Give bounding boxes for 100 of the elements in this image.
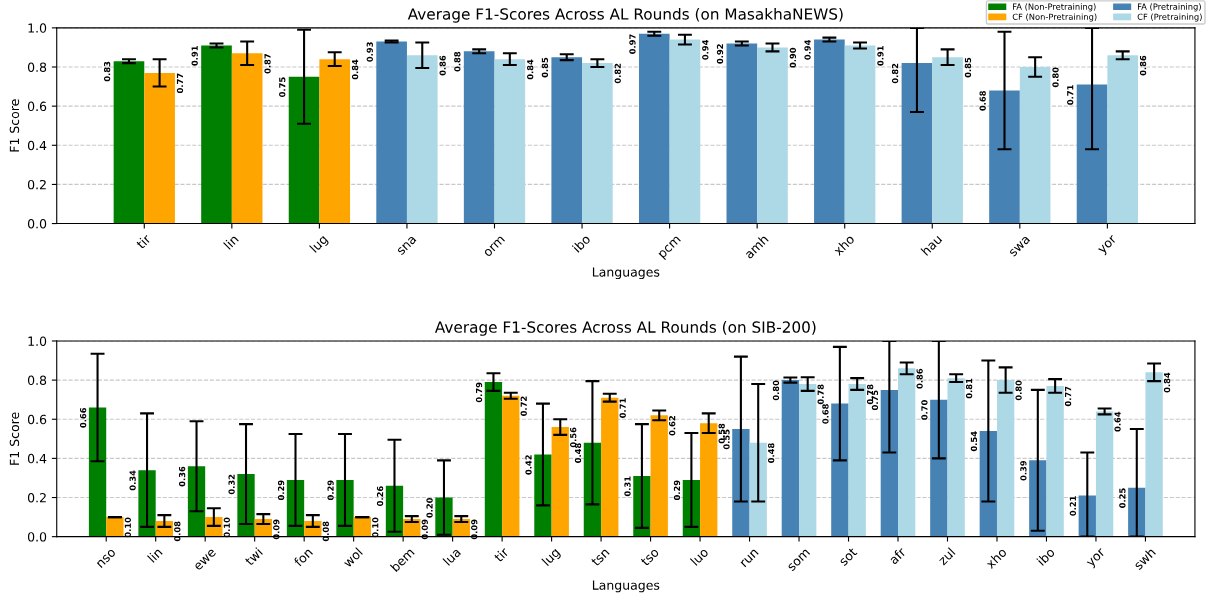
data-label: 0.26 bbox=[376, 486, 384, 506]
x-axis-title: Languages bbox=[592, 580, 660, 593]
data-label: 0.62 bbox=[669, 416, 676, 436]
data-label: 0.84 bbox=[351, 59, 359, 80]
data-label: 0.29 bbox=[277, 480, 285, 501]
bar bbox=[1145, 372, 1163, 537]
y-tick-label: 0.6 bbox=[27, 101, 47, 112]
bar bbox=[376, 41, 407, 224]
data-label: 0.86 bbox=[439, 55, 446, 76]
x-tick-label: run bbox=[740, 548, 759, 568]
y-tick-label: 1.0 bbox=[28, 336, 47, 346]
bar bbox=[781, 380, 800, 537]
bar bbox=[844, 45, 876, 224]
bar bbox=[669, 39, 701, 224]
data-label: 0.75 bbox=[279, 77, 286, 97]
bar bbox=[231, 53, 263, 224]
legend-label: CF (Pretraining) bbox=[1137, 13, 1202, 22]
bar bbox=[732, 429, 750, 537]
bar bbox=[551, 427, 569, 537]
y-tick-label: 0.0 bbox=[27, 219, 47, 229]
data-label: 0.71 bbox=[1067, 85, 1074, 105]
x-tick-label: tir bbox=[135, 233, 152, 250]
bar bbox=[319, 59, 351, 224]
data-label: 0.84 bbox=[527, 59, 534, 80]
data-label: 0.86 bbox=[1139, 55, 1147, 76]
bar bbox=[1107, 55, 1139, 224]
data-label: 0.91 bbox=[191, 46, 198, 66]
bar bbox=[814, 39, 845, 224]
x-tick-label: swa bbox=[1009, 235, 1031, 257]
data-label: 0.09 bbox=[273, 519, 280, 540]
bar bbox=[1019, 67, 1051, 224]
bar bbox=[106, 517, 124, 537]
y-axis-title: F1 Score bbox=[9, 412, 20, 465]
x-tick-label: ewe bbox=[194, 548, 217, 571]
bar bbox=[901, 63, 933, 224]
data-label: 0.93 bbox=[366, 42, 373, 62]
data-label: 0.72 bbox=[520, 396, 527, 416]
data-label: 0.87 bbox=[264, 53, 271, 74]
bar bbox=[757, 47, 788, 224]
bar bbox=[534, 454, 552, 537]
data-label: 0.77 bbox=[1064, 386, 1072, 407]
x-tick-label: sna bbox=[397, 235, 417, 256]
data-label: 0.29 bbox=[327, 480, 334, 501]
data-label: 0.82 bbox=[891, 63, 899, 84]
data-label: 0.42 bbox=[525, 455, 532, 475]
data-label: 0.85 bbox=[964, 57, 972, 78]
x-tick-label: yor bbox=[1097, 235, 1119, 256]
y-tick-label: 1.0 bbox=[28, 23, 47, 33]
data-label: 0.31 bbox=[624, 476, 631, 497]
bar bbox=[749, 442, 767, 537]
legend-label: CF (Non-Pretraining) bbox=[1012, 13, 1097, 22]
data-label: 0.54 bbox=[970, 431, 978, 452]
bar bbox=[930, 399, 948, 537]
data-label: 0.70 bbox=[921, 400, 928, 420]
y-tick-label: 0.8 bbox=[27, 375, 47, 386]
bar bbox=[880, 389, 899, 537]
bar bbox=[989, 90, 1020, 224]
y-tick-label: 0.4 bbox=[27, 140, 47, 151]
chart-title: Average F1-Scores Across AL Rounds (on SIB-200) bbox=[434, 321, 816, 336]
bar bbox=[799, 384, 817, 537]
x-tick-label: wol bbox=[342, 547, 363, 568]
data-label: 0.94 bbox=[702, 39, 709, 60]
y-tick-label: 0.0 bbox=[27, 532, 47, 542]
data-label: 0.91 bbox=[877, 46, 884, 66]
data-label: 0.25 bbox=[1119, 488, 1126, 508]
x-tick-label: tir bbox=[493, 546, 510, 563]
bar bbox=[1046, 385, 1064, 537]
bar bbox=[650, 415, 668, 537]
data-label: 0.39 bbox=[1020, 460, 1027, 481]
data-label: 0.82 bbox=[614, 63, 621, 84]
data-label: 0.48 bbox=[574, 443, 582, 463]
y-tick-label: 0.8 bbox=[27, 62, 47, 72]
x-tick-label: lug bbox=[309, 234, 330, 255]
bar bbox=[144, 72, 175, 224]
data-label: 0.80 bbox=[1052, 67, 1059, 88]
bar bbox=[638, 33, 670, 224]
bar bbox=[1095, 411, 1114, 537]
bar bbox=[601, 397, 619, 537]
bar bbox=[932, 57, 963, 224]
chart-title: Average F1-Scores Across AL Rounds (on MasakhaNEWS) bbox=[407, 7, 843, 23]
data-label: 0.48 bbox=[768, 443, 775, 463]
x-tick-label: twi bbox=[244, 547, 263, 567]
x-tick-label: luo bbox=[689, 546, 709, 566]
data-label: 0.66 bbox=[79, 407, 87, 428]
bar bbox=[88, 407, 107, 537]
y-axis-title: F1 Score bbox=[9, 99, 20, 152]
data-label: 0.97 bbox=[629, 34, 636, 54]
bar bbox=[979, 430, 997, 537]
data-label: 0.09 bbox=[421, 519, 428, 540]
legend-label: FA (Pretraining) bbox=[1137, 3, 1201, 12]
y-tick-label: 0.6 bbox=[27, 414, 47, 425]
data-label: 0.32 bbox=[228, 474, 235, 495]
data-label: 0.81 bbox=[965, 378, 973, 399]
data-label: 0.68 bbox=[979, 91, 986, 111]
data-label: 0.92 bbox=[716, 44, 724, 64]
data-label: 0.80 bbox=[772, 380, 780, 401]
data-label: 0.84 bbox=[1163, 372, 1171, 393]
bar bbox=[353, 517, 371, 537]
data-label: 0.08 bbox=[174, 521, 181, 542]
data-label: 0.83 bbox=[103, 61, 111, 82]
